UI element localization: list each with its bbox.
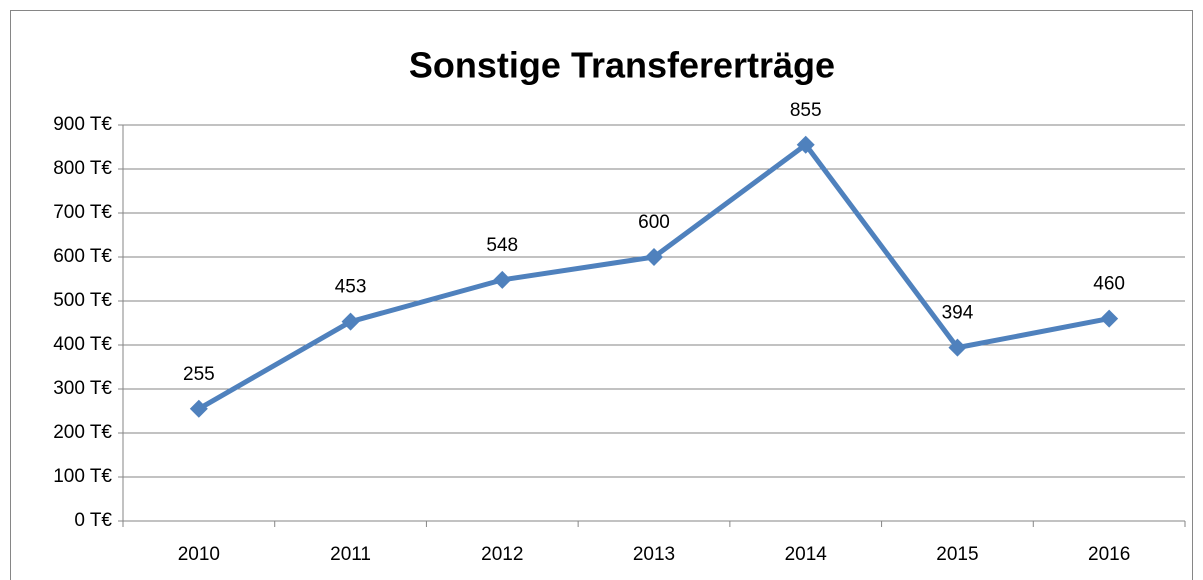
y-tick-label: 400 T€	[53, 334, 112, 355]
y-tick-label: 700 T€	[53, 202, 112, 223]
chart-title: Sonstige Transfererträge	[409, 45, 835, 86]
y-tick-label: 600 T€	[53, 246, 112, 267]
data-label: 855	[790, 100, 822, 121]
x-tick-label: 2016	[1088, 544, 1130, 565]
data-label: 394	[942, 303, 974, 324]
x-tick-label: 2011	[330, 544, 371, 565]
y-tick-label: 300 T€	[53, 378, 112, 399]
y-tick-label: 0 T€	[74, 510, 112, 531]
y-tick-label: 500 T€	[53, 290, 112, 311]
data-marker	[1100, 309, 1119, 328]
x-tick-label: 2013	[633, 544, 675, 565]
data-marker	[341, 312, 360, 331]
x-tick-label: 2014	[785, 544, 828, 565]
data-label: 453	[335, 277, 367, 298]
y-tick-label: 100 T€	[53, 466, 112, 487]
data-label: 460	[1093, 274, 1125, 295]
data-label: 548	[486, 235, 518, 256]
data-marker	[796, 135, 815, 154]
data-marker	[493, 270, 512, 289]
data-marker	[948, 338, 967, 357]
data-marker	[189, 399, 208, 418]
y-tick-label: 800 T€	[53, 158, 112, 179]
data-marker	[645, 248, 663, 266]
x-tick-label: 2012	[481, 544, 523, 565]
y-tick-label: 900 T€	[53, 114, 112, 135]
chart-border	[10, 10, 1193, 580]
y-tick-label: 200 T€	[53, 422, 112, 443]
x-tick-label: 2010	[178, 544, 220, 565]
x-tick-label: 2015	[936, 544, 978, 565]
data-label: 255	[183, 364, 215, 385]
data-label: 600	[638, 212, 670, 233]
